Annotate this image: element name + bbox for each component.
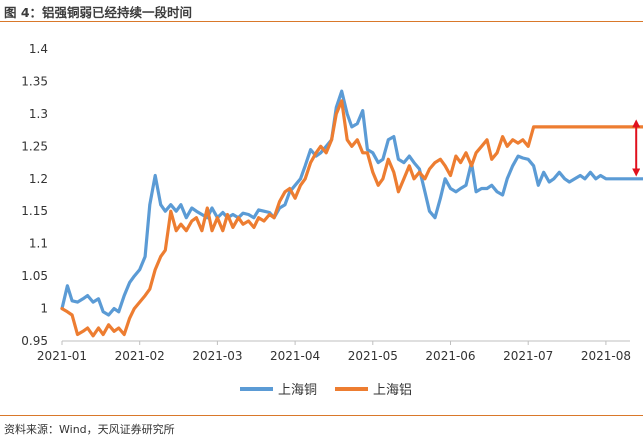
x-tick-label: 2021-01: [37, 349, 87, 363]
y-axis-ticks: 0.95 1 1.05 1.1 1.15 1.2 1.25 1.3 1.35 1.4: [21, 42, 48, 348]
x-tick-label: 2021-05: [348, 349, 398, 363]
title-divider: [0, 21, 643, 22]
legend-label-aluminum: 上海铝: [373, 383, 412, 398]
series-line-copper: [60, 89, 643, 317]
y-tick-label: 1.1: [29, 237, 48, 251]
x-tick-label: 2021-02: [115, 349, 165, 363]
source-divider: [0, 415, 643, 416]
y-tick-label: 1.25: [21, 139, 48, 153]
x-tick-label: 2021-03: [192, 349, 242, 363]
legend: 上海铜 上海铝: [240, 383, 412, 398]
x-tick-label: 2021-08: [581, 349, 631, 363]
y-tick-label: 1.2: [29, 172, 48, 186]
y-tick-label: 1.4: [29, 42, 48, 56]
series-line-aluminum: [60, 99, 643, 338]
y-tick-label: 1.15: [21, 204, 48, 218]
y-tick-label: 1.35: [21, 74, 48, 88]
y-tick-label: 1.3: [29, 107, 48, 121]
series-layer: [60, 89, 643, 338]
x-axis-ticks: 2021-01 2021-02 2021-03 2021-04 2021-05 2021-…: [37, 341, 631, 363]
figure-title: 图 4：铝强铜弱已经持续一段时间: [4, 5, 193, 20]
line-chart: 0.95 1 1.05 1.1 1.15 1.2 1.25 1.3 1.35 1.4 2021-0…: [21, 42, 643, 398]
y-tick-label: 1.05: [21, 269, 48, 283]
x-tick-label: 2021-07: [503, 349, 553, 363]
legend-label-copper: 上海铜: [278, 383, 317, 398]
x-tick-label: 2021-06: [425, 349, 475, 363]
y-tick-label: 1: [40, 302, 48, 316]
x-tick-label: 2021-04: [270, 349, 320, 363]
y-tick-label: 0.95: [21, 334, 48, 348]
source-note: 资料来源：Wind，天风证券研究所: [4, 423, 175, 436]
